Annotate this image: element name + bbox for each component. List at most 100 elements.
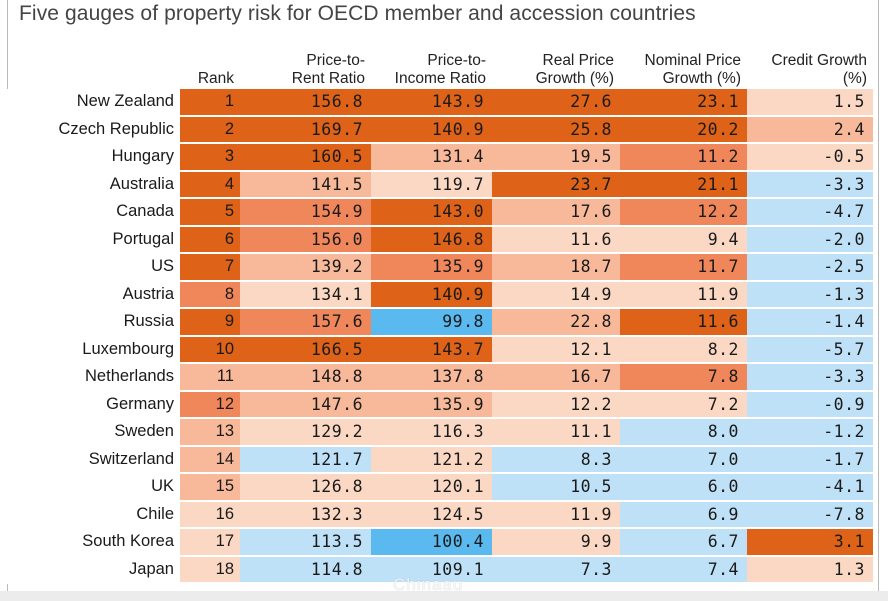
cell-real-price-growth: 12.2 [492, 390, 620, 419]
cell-credit-growth: 1.5 [747, 89, 873, 117]
cell-credit-growth: 3.1 [747, 528, 873, 557]
table-row: New Zealand 1 156.8 143.9 27.6 23.1 1.5 [0, 89, 873, 117]
cell-rank: 9 [180, 308, 240, 337]
cell-nominal-price-growth: 7.4 [620, 555, 747, 584]
cell-real-price-growth: 22.8 [492, 308, 620, 337]
cell-real-price-growth: 14.9 [492, 280, 620, 309]
header-line: Growth (%) [535, 70, 614, 87]
cell-price-to-income: 143.9 [371, 89, 492, 117]
country-label: Portugal [0, 225, 180, 254]
cell-rank: 17 [180, 528, 240, 557]
cell-price-to-rent: 156.8 [240, 89, 371, 117]
header-credit-growth: Credit Growth (%) [747, 50, 867, 88]
cell-real-price-growth: 17.6 [492, 198, 620, 227]
cell-price-to-rent: 141.5 [240, 170, 371, 199]
cell-nominal-price-growth: 11.6 [620, 308, 747, 337]
cell-real-price-growth: 9.9 [492, 528, 620, 557]
cell-price-to-rent: 160.5 [240, 143, 371, 172]
cell-price-to-income: 99.8 [371, 308, 492, 337]
cell-nominal-price-growth: 8.2 [620, 335, 747, 364]
country-label: Netherlands [0, 363, 180, 392]
cell-rank: 13 [180, 418, 240, 447]
cell-price-to-income: 100.4 [371, 528, 492, 557]
cell-credit-growth: 1.3 [747, 555, 873, 584]
cell-rank: 7 [180, 253, 240, 282]
cell-price-to-rent: 121.7 [240, 445, 371, 474]
cell-credit-growth: -2.0 [747, 225, 873, 254]
table-row: Chile 16 132.3 124.5 11.9 6.9 -7.8 [0, 500, 873, 529]
cell-price-to-rent: 132.3 [240, 500, 371, 529]
cell-credit-growth: -4.1 [747, 473, 873, 502]
country-label: Switzerland [0, 445, 180, 474]
header-real-price-growth: Real Price Growth (%) [492, 50, 614, 88]
header-price-to-rent: Price-to- Rent Ratio [240, 50, 365, 88]
cell-rank: 16 [180, 500, 240, 529]
cell-price-to-rent: 134.1 [240, 280, 371, 309]
country-label: Austria [0, 280, 180, 309]
cell-credit-growth: -1.3 [747, 280, 873, 309]
cell-price-to-income: 140.9 [371, 115, 492, 144]
cell-rank: 15 [180, 473, 240, 502]
cell-nominal-price-growth: 8.0 [620, 418, 747, 447]
table-row: Hungary 3 160.5 131.4 19.5 11.2 -0.5 [0, 143, 873, 172]
cell-rank: 12 [180, 390, 240, 419]
country-label: Czech Republic [0, 115, 180, 144]
cell-credit-growth: -0.5 [747, 143, 873, 172]
cell-price-to-income: 140.9 [371, 280, 492, 309]
cell-price-to-income: 143.7 [371, 335, 492, 364]
cell-nominal-price-growth: 6.0 [620, 473, 747, 502]
cell-rank: 11 [180, 363, 240, 392]
header-line: Price-to- [427, 52, 486, 69]
cell-real-price-growth: 11.9 [492, 500, 620, 529]
cell-nominal-price-growth: 6.7 [620, 528, 747, 557]
cell-rank: 4 [180, 170, 240, 199]
cell-price-to-income: 146.8 [371, 225, 492, 254]
cell-price-to-rent: 139.2 [240, 253, 371, 282]
cell-real-price-growth: 23.7 [492, 170, 620, 199]
table-row: South Korea 17 113.5 100.4 9.9 6.7 3.1 [0, 528, 873, 557]
cell-price-to-rent: 147.6 [240, 390, 371, 419]
cell-nominal-price-growth: 21.1 [620, 170, 747, 199]
cell-credit-growth: -3.3 [747, 170, 873, 199]
country-label: Chile [0, 500, 180, 529]
cell-rank: 3 [180, 143, 240, 172]
cell-price-to-rent: 148.8 [240, 363, 371, 392]
table-row: Sweden 13 129.2 116.3 11.1 8.0 -1.2 [0, 418, 873, 447]
cell-real-price-growth: 18.7 [492, 253, 620, 282]
header-price-to-income: Price-to- Income Ratio [371, 50, 486, 88]
table-row: Russia 9 157.6 99.8 22.8 11.6 -1.4 [0, 308, 873, 337]
cell-credit-growth: -5.7 [747, 335, 873, 364]
cell-credit-growth: 2.4 [747, 115, 873, 144]
table-row: Switzerland 14 121.7 121.2 8.3 7.0 -1.7 [0, 445, 873, 474]
header-line: Price-to- [306, 52, 365, 69]
cell-price-to-income: 143.0 [371, 198, 492, 227]
header-line: Nominal Price [644, 52, 741, 69]
table-row: Luxembourg 10 166.5 143.7 12.1 8.2 -5.7 [0, 335, 873, 364]
cell-real-price-growth: 27.6 [492, 89, 620, 117]
cell-credit-growth: -2.5 [747, 253, 873, 282]
header-line: Growth (%) [662, 70, 741, 87]
cell-price-to-income: 116.3 [371, 418, 492, 447]
cell-credit-growth: -0.9 [747, 390, 873, 419]
cell-credit-growth: -7.8 [747, 500, 873, 529]
cell-rank: 18 [180, 555, 240, 584]
header-nominal-price-growth: Nominal Price Growth (%) [620, 50, 741, 88]
cell-nominal-price-growth: 7.0 [620, 445, 747, 474]
country-label: Germany [0, 390, 180, 419]
country-label: Japan [0, 555, 180, 584]
cell-rank: 1 [180, 89, 240, 117]
table-row: Canada 5 154.9 143.0 17.6 12.2 -4.7 [0, 198, 873, 227]
table-row: Austria 8 134.1 140.9 14.9 11.9 -1.3 [0, 280, 873, 309]
cell-real-price-growth: 8.3 [492, 445, 620, 474]
cell-price-to-income: 137.8 [371, 363, 492, 392]
header-line: Rent Ratio [291, 70, 365, 87]
cell-credit-growth: -3.3 [747, 363, 873, 392]
header-line: Rank [197, 70, 234, 87]
cell-rank: 5 [180, 198, 240, 227]
frame-right-border [878, 0, 879, 601]
cell-real-price-growth: 7.3 [492, 555, 620, 584]
country-label: New Zealand [0, 89, 180, 117]
table-row: Germany 12 147.6 135.9 12.2 7.2 -0.9 [0, 390, 873, 419]
country-label: UK [0, 473, 180, 502]
table-row: US 7 139.2 135.9 18.7 11.7 -2.5 [0, 253, 873, 282]
